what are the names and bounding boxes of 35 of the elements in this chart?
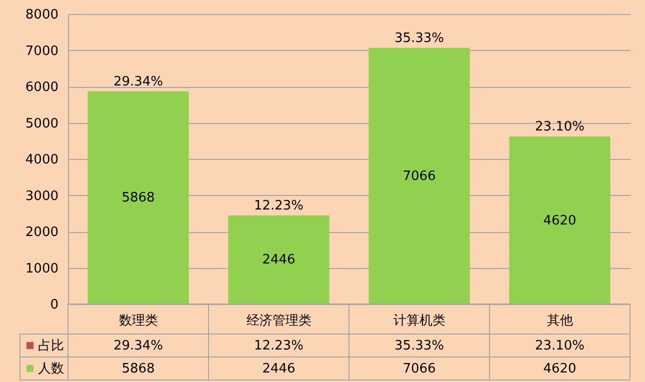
x-tick-label: 计算机类: [393, 314, 446, 328]
bar: [368, 48, 470, 304]
x-tick-label: 经济管理类: [246, 314, 312, 328]
data-label: 2446: [262, 362, 296, 376]
text: 5868: [122, 190, 155, 206]
y-tick-label: 7000: [25, 44, 58, 59]
text: 29.34%: [113, 74, 164, 90]
legend-label: 占比: [38, 338, 64, 354]
y-tick-label: 2000: [25, 225, 58, 240]
y-tick-label: 3000: [25, 188, 58, 204]
bar: [509, 136, 610, 304]
text: 23.10%: [534, 120, 585, 135]
data-label: 35.33%: [394, 338, 444, 354]
data-label: 5868: [122, 362, 155, 376]
y-tick-label: 5000: [25, 116, 58, 132]
data-label: 4620: [543, 362, 576, 376]
y-tick-label: 8000: [25, 8, 58, 22]
data-label: 7066: [402, 362, 436, 376]
y-tick-label: 6000: [25, 80, 58, 95]
data-label: 29.34%: [113, 338, 164, 354]
y-tick-label: 1000: [25, 261, 58, 276]
x-tick-label: 数理类: [118, 314, 158, 328]
text: 12.23%: [254, 198, 304, 214]
bar: [88, 91, 189, 304]
bar: [228, 215, 330, 304]
text: 35.33%: [394, 30, 444, 46]
x-tick-label: 其他: [546, 314, 573, 328]
legend-label: 人数: [38, 362, 64, 376]
y-tick-label: 0: [50, 298, 58, 312]
text: 4620: [543, 213, 576, 228]
data-label: 12.23%: [254, 338, 304, 354]
text: 2446: [262, 252, 296, 268]
data-label: 23.10%: [534, 338, 585, 354]
y-tick-label: 4000: [25, 152, 58, 168]
text: 7066: [402, 168, 436, 184]
